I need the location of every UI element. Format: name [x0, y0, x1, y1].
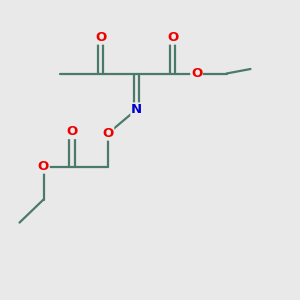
Text: O: O	[191, 67, 202, 80]
Text: O: O	[102, 127, 114, 140]
Text: O: O	[167, 31, 178, 44]
Text: N: N	[131, 103, 142, 116]
Text: O: O	[95, 31, 106, 44]
Text: O: O	[66, 125, 78, 139]
Text: O: O	[38, 160, 49, 173]
